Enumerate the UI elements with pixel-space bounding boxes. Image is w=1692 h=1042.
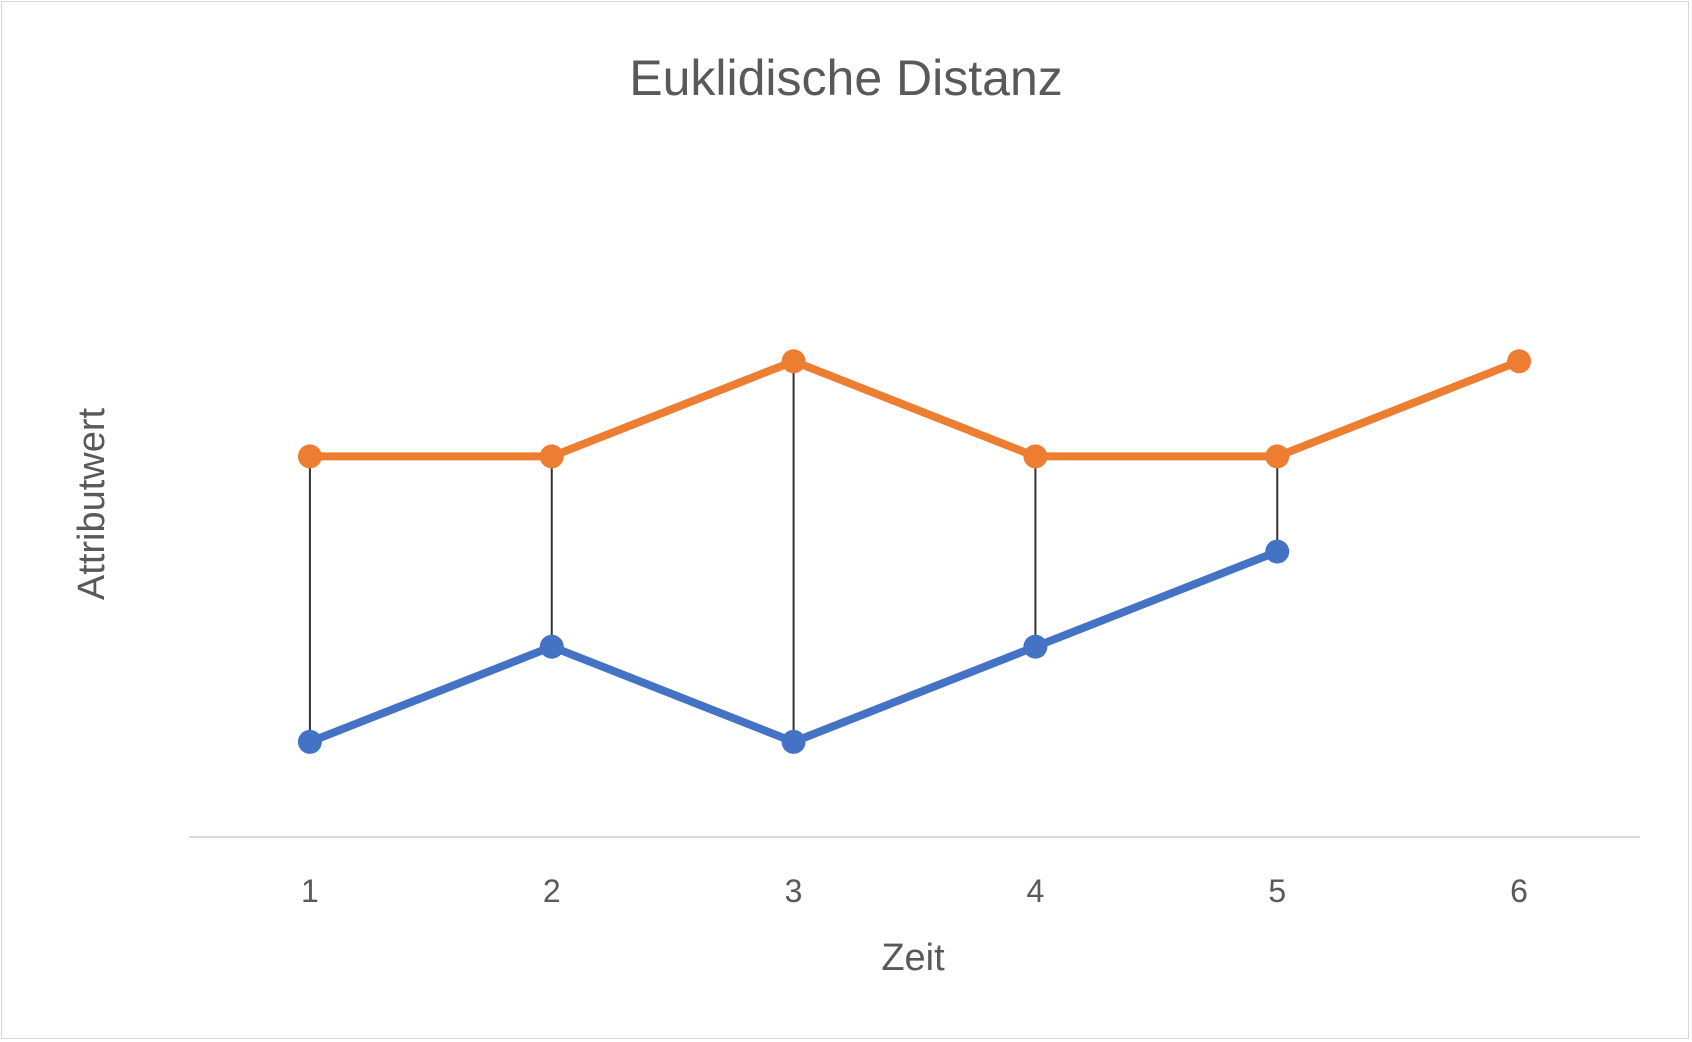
x-tick-label: 1 xyxy=(301,873,319,909)
data-point xyxy=(1265,444,1290,469)
x-axis-label: Zeit xyxy=(881,937,945,979)
x-tick-label: 5 xyxy=(1268,873,1286,909)
chart-title: Euklidische Distanz xyxy=(629,50,1063,106)
data-point xyxy=(1507,349,1532,374)
x-tick-label: 4 xyxy=(1027,873,1045,909)
x-tick-labels: 1 2 3 4 5 6 xyxy=(301,873,1528,909)
series-layer xyxy=(297,349,1532,754)
y-axis-label: Attributwert xyxy=(71,407,113,600)
data-point xyxy=(297,729,322,754)
data-point xyxy=(1023,444,1048,469)
data-point xyxy=(781,729,806,754)
series-2 xyxy=(297,539,1290,754)
data-point xyxy=(1023,634,1048,659)
x-tick-label: 2 xyxy=(543,873,561,909)
data-point xyxy=(781,349,806,374)
data-point xyxy=(539,634,564,659)
series-line xyxy=(305,357,1524,461)
data-point xyxy=(297,444,322,469)
x-tick-label: 6 xyxy=(1510,873,1528,909)
distance-connectors xyxy=(308,361,1279,742)
data-point xyxy=(539,444,564,469)
data-point xyxy=(1265,539,1290,564)
series-1 xyxy=(297,349,1532,469)
x-tick-label: 3 xyxy=(785,873,803,909)
